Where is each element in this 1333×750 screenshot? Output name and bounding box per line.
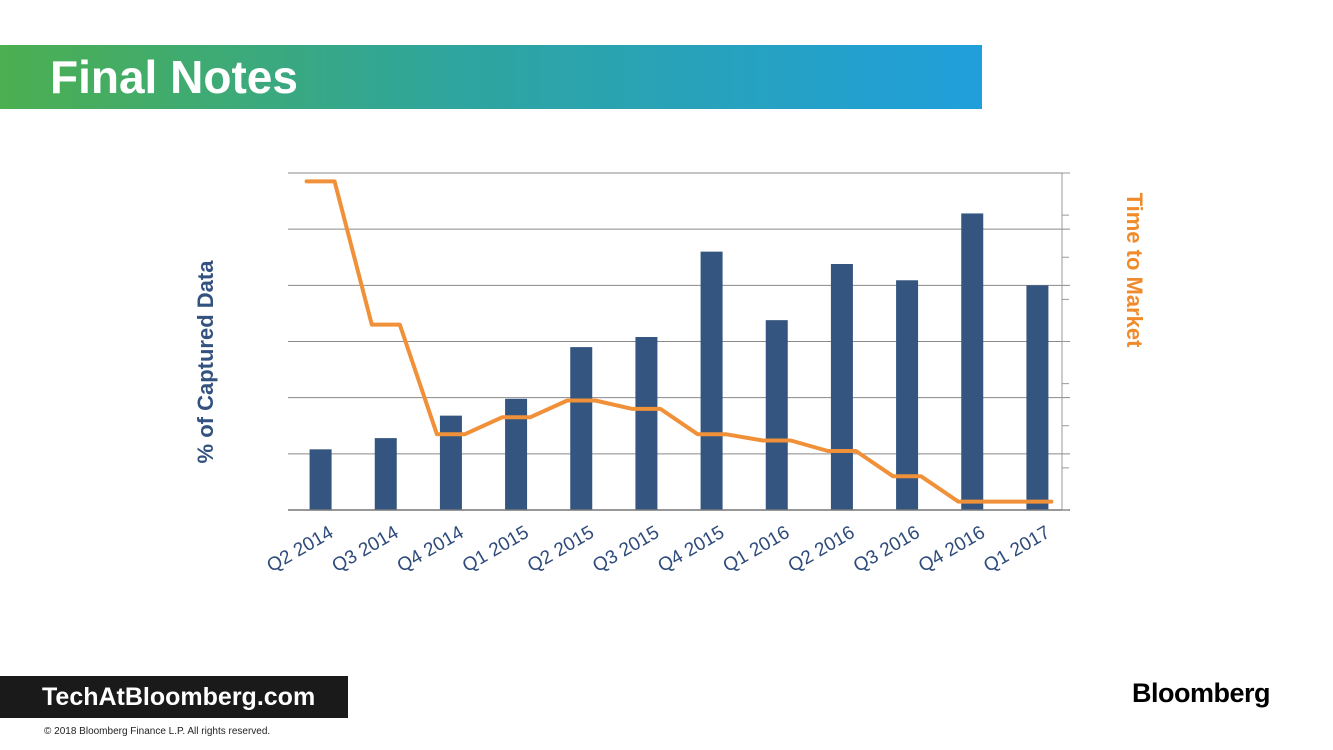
x-tick-label: Q3 2015 <box>589 522 663 577</box>
x-tick-label: Q1 2015 <box>459 522 533 577</box>
x-tick-label: Q1 2016 <box>720 522 794 577</box>
bar <box>830 263 853 510</box>
x-tick-label: Q4 2014 <box>394 522 468 577</box>
x-tick-label: Q2 2014 <box>263 522 337 577</box>
bar <box>570 347 593 510</box>
y2-axis-title: Time to Market <box>1122 193 1147 349</box>
x-tick-label: Q4 2015 <box>654 522 728 577</box>
bloomberg-logo: Bloomberg <box>1132 678 1271 708</box>
x-tick-label: Q2 2016 <box>785 522 859 577</box>
x-tick-label: Q3 2014 <box>329 522 403 577</box>
axes <box>288 172 1070 511</box>
slide-title: Final Notes <box>50 51 298 103</box>
footer-site-banner: TechAtBloomberg.com <box>0 676 348 718</box>
bar-series <box>309 213 1049 510</box>
title-banner: Final Notes <box>0 45 982 109</box>
x-tick-label: Q1 2017 <box>980 522 1054 577</box>
bar <box>439 415 462 510</box>
bar <box>765 320 788 510</box>
gridlines <box>288 172 1070 455</box>
copyright-notice: © 2018 Bloomberg Finance L.P. All rights… <box>44 726 271 737</box>
line-series <box>304 179 1054 504</box>
x-tick-label: Q3 2016 <box>850 522 924 577</box>
bar <box>374 438 397 510</box>
bar <box>700 251 723 510</box>
y-axis-title: % of Captured Data <box>193 260 218 464</box>
bar <box>1026 285 1049 510</box>
bar <box>309 449 332 510</box>
time-to-market-line <box>304 179 1054 504</box>
x-tick-label: Q4 2016 <box>915 522 989 577</box>
bar <box>896 280 919 510</box>
x-tick-label: Q2 2015 <box>524 522 598 577</box>
bar <box>505 398 528 510</box>
footer-site-link[interactable]: TechAtBloomberg.com <box>42 683 316 711</box>
bar <box>961 213 984 510</box>
bar <box>635 337 658 510</box>
